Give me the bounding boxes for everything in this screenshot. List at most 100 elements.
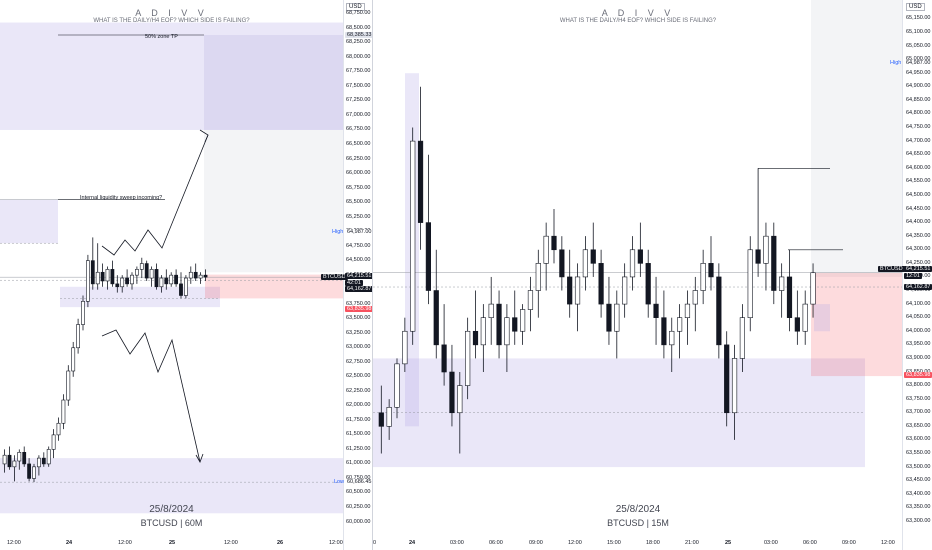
candle-body — [708, 263, 714, 278]
target-zone — [205, 274, 343, 299]
candle-body — [394, 363, 400, 408]
low-price-tag: 60,686.45 — [345, 478, 372, 485]
time-tick-label: 26 — [277, 540, 284, 546]
candle-body — [669, 330, 675, 346]
candle-body — [12, 460, 17, 468]
candle-body — [590, 249, 596, 264]
price-tick-label: 63,500.00 — [906, 463, 931, 470]
right-watermark-subtitle: WHAT IS THE DAILY/H4 EOF? WHICH SIDE IS … — [559, 18, 717, 24]
candle-body — [184, 277, 188, 296]
candle-body — [120, 277, 125, 288]
price-tick-label: 62,500.00 — [346, 373, 371, 380]
candle-body — [203, 274, 208, 278]
candle-body — [535, 263, 541, 291]
candle-body — [629, 249, 636, 278]
candle-body — [622, 276, 628, 305]
time-tick-label: 09:00 — [529, 540, 543, 546]
time-tick-label: 12:00 — [881, 540, 895, 546]
price-tick-label: 60,000.00 — [346, 518, 371, 525]
price-tick-label: 61,500.00 — [346, 431, 371, 438]
candle-body — [90, 260, 95, 285]
candle-body — [115, 283, 120, 288]
tp-zone-inner — [204, 35, 343, 130]
candle-body — [66, 370, 71, 401]
sweep-annotation: Internal liquidity sweep incoming? — [80, 195, 163, 201]
candle-body — [433, 290, 439, 346]
candle-body — [193, 271, 198, 279]
candle-body — [520, 309, 526, 332]
right-chart-panel[interactable]: A D I V V WHAT IS THE DAILY/H4 EOF? WHIC… — [373, 0, 932, 550]
candle-body — [684, 303, 691, 318]
candle-body — [125, 277, 130, 285]
time-tick-label: 06:00 — [803, 540, 817, 546]
left-fvg-zone — [0, 199, 58, 244]
right-watermark-bottom: 25/8/2024 BTCUSD | 15M — [513, 504, 763, 528]
candle-body — [661, 317, 667, 346]
left-currency-tag[interactable]: USD — [346, 3, 365, 11]
right-watermark-symbol: BTCUSD | 15M — [607, 518, 669, 528]
right-currency-tag[interactable]: USD — [906, 3, 925, 11]
price-tick-label: 62,750.00 — [346, 358, 371, 365]
candle-body — [198, 274, 203, 279]
left-watermark: A D I V V WHAT IS THE DAILY/H4 EOF? WHIC… — [0, 8, 343, 24]
candle-body — [794, 317, 800, 332]
price-tick-label: 68,500.00 — [346, 24, 371, 31]
projection-zone — [811, 0, 903, 277]
time-tick-label: 12:00 — [118, 540, 132, 546]
left-chart-panel[interactable]: A D I V V WHAT IS THE DAILY/H4 EOF? WHIC… — [0, 0, 373, 550]
high-price-tag: 64,987.00 — [904, 59, 932, 66]
candle-body — [496, 303, 502, 346]
candle-body — [739, 317, 746, 359]
candle-body — [559, 249, 565, 278]
candle-body — [110, 269, 115, 285]
candle-body — [149, 269, 154, 279]
price-tick-label: 65,750.00 — [346, 184, 371, 191]
right-plot-area[interactable] — [373, 0, 903, 550]
candle-body — [802, 303, 808, 332]
target-zone — [811, 272, 903, 377]
price-tick-label: 64,600.00 — [906, 164, 931, 171]
price-tick-label: 60,500.00 — [346, 489, 371, 496]
price-tick-label: 64,650.00 — [906, 151, 931, 158]
candle-body — [159, 277, 164, 288]
price-tick-label: 64,000.00 — [906, 327, 931, 334]
price-tick-label: 65,150.00 — [906, 15, 931, 22]
time-tick-label: 18:00 — [646, 540, 660, 546]
candle-body — [169, 274, 174, 285]
candle-body — [779, 276, 785, 291]
candle-body — [95, 271, 100, 285]
price-tick-label: 61,000.00 — [346, 460, 371, 467]
candle-body — [410, 140, 416, 332]
candle-body — [676, 317, 683, 332]
bullish-path — [101, 134, 209, 256]
price-tick-label: 63,450.00 — [906, 477, 931, 484]
price-tick-label: 63,850.00 — [906, 369, 930, 375]
time-tick-label: 15:00 — [607, 540, 621, 546]
candle-body — [425, 222, 431, 291]
candle-body — [105, 269, 110, 282]
left-watermark-date: 25/8/2024 — [149, 504, 194, 515]
price-tick-label: 63,500.00 — [346, 315, 371, 322]
time-tick-label: 25 — [169, 540, 176, 546]
left-watermark-title: A D I V V — [135, 8, 208, 18]
symbol-tag: BTCUSD — [321, 273, 348, 280]
price-tick-label: 60,750.00 — [346, 474, 371, 481]
level2-tag: 64,162.87 — [345, 286, 372, 293]
price-tick-label: 63,300.00 — [906, 517, 931, 524]
price-tick-label: 64,850.00 — [906, 96, 931, 103]
candle-body — [810, 272, 816, 305]
low-label: Low — [334, 478, 345, 485]
price-tick-label: 67,250.00 — [346, 97, 371, 104]
time-tick-label: 06:00 — [489, 540, 503, 546]
candle-body — [71, 347, 76, 372]
price-tick-label: 63,550.00 — [906, 450, 931, 456]
candle-body — [76, 324, 81, 349]
target-price-tag: 63,835.98 — [904, 372, 932, 379]
candle-body — [441, 344, 447, 373]
left-plot-area[interactable] — [0, 0, 343, 550]
high-price-tag: 64,987.00 — [345, 228, 372, 235]
candle-body — [86, 260, 90, 302]
candle-body — [653, 303, 659, 318]
price-tick-label: 62,250.00 — [346, 387, 371, 394]
price-tick-label: 64,350.00 — [906, 232, 931, 239]
